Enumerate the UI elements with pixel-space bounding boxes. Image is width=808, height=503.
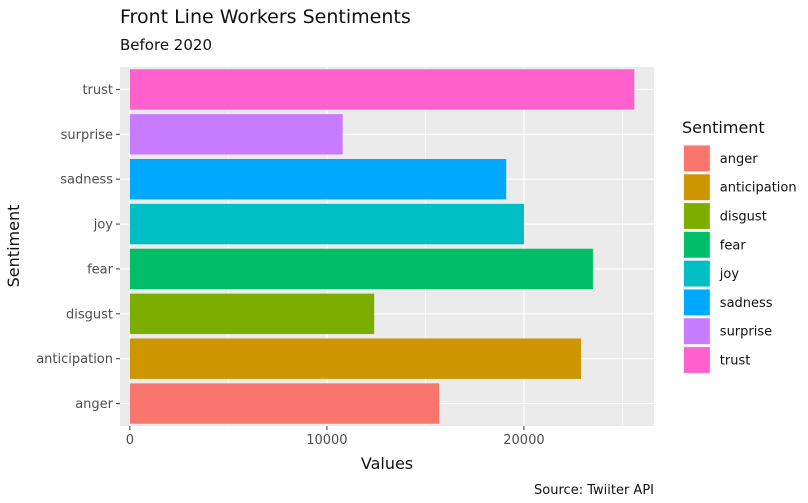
- legend-label: joy: [719, 267, 740, 282]
- x-axis-title: Values: [361, 454, 413, 473]
- y-tick-label: surprise: [61, 128, 113, 143]
- legend-swatch-surprise: [684, 318, 710, 345]
- bar-surprise: [129, 114, 343, 155]
- y-axis: anger anticipation disgust fear joy sadness su…: [36, 83, 120, 412]
- legend-label: surprise: [720, 325, 772, 340]
- y-tick-label: sadness: [60, 173, 113, 188]
- x-axis: 0 10000 20000: [126, 426, 545, 448]
- legend-label: sadness: [720, 296, 773, 311]
- legend-swatch-sadness: [684, 289, 710, 316]
- bar-joy: [129, 203, 524, 245]
- y-tick-label: disgust: [66, 307, 113, 322]
- bar-trust: [129, 69, 635, 110]
- legend-swatch-trust: [684, 347, 710, 373]
- y-tick-label: anger: [75, 397, 113, 412]
- legend-label: anger: [720, 152, 758, 167]
- chart-caption: Source: Twiiter API: [534, 483, 654, 498]
- bar-anger: [129, 383, 440, 424]
- legend-swatch-anticipation: [684, 174, 710, 201]
- bar-sadness: [129, 158, 507, 200]
- y-tick-label: trust: [82, 83, 113, 98]
- y-tick-label: anticipation: [36, 352, 113, 367]
- bar-fear: [129, 248, 593, 290]
- chart-subtitle: Before 2020: [120, 36, 212, 54]
- legend-title: Sentiment: [682, 118, 765, 137]
- legend-swatch-fear: [684, 231, 710, 258]
- y-tick-label: joy: [93, 218, 114, 233]
- bars: [129, 69, 635, 424]
- legend-swatch-joy: [684, 260, 710, 287]
- bar-disgust: [129, 293, 375, 335]
- legend-label: disgust: [720, 210, 767, 225]
- bar-anticipation: [129, 338, 582, 379]
- legend-label: fear: [720, 238, 747, 253]
- legend-swatch-anger: [684, 145, 710, 172]
- legend: Sentiment anger anticipation disgust fear jo…: [682, 118, 797, 374]
- legend-label: anticipation: [720, 181, 797, 196]
- y-tick-label: fear: [87, 262, 114, 277]
- chart-title: Front Line Workers Sentiments: [120, 6, 411, 28]
- y-axis-title: Sentiment: [4, 205, 23, 288]
- x-tick-label: 0: [126, 433, 134, 448]
- x-tick-label: 20000: [503, 433, 544, 448]
- legend-swatch-disgust: [684, 203, 710, 229]
- legend-label: trust: [720, 354, 751, 369]
- x-tick-label: 10000: [306, 433, 347, 448]
